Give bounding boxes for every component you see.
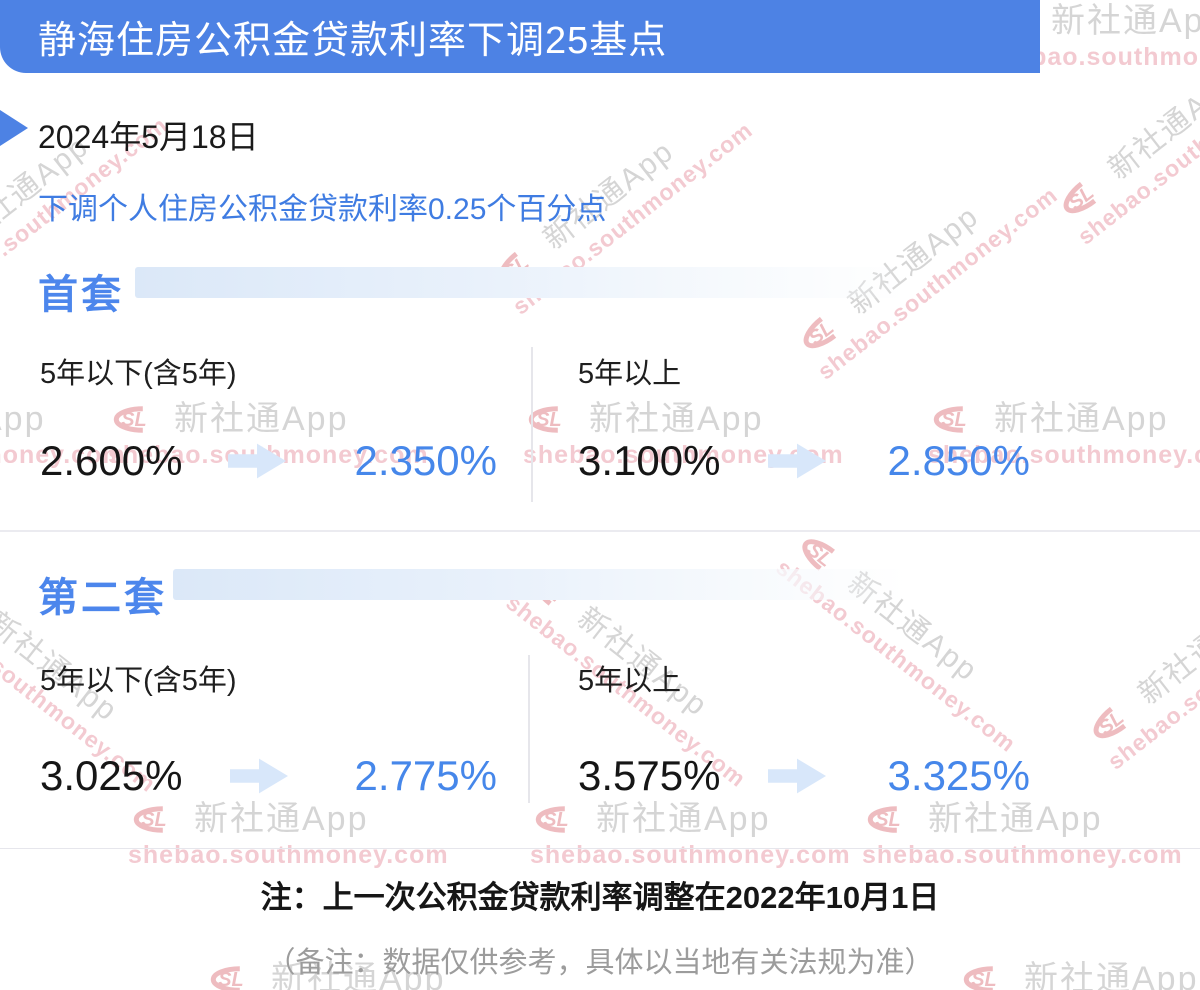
- svg-text:SL: SL: [941, 409, 966, 431]
- watermark-brand-text: 新社通App: [1102, 64, 1200, 187]
- watermark-brand-text: 新社通App: [174, 400, 349, 438]
- svg-text:SL: SL: [875, 809, 900, 831]
- section-title-second-home: 第二套: [38, 576, 167, 620]
- date-bullet-triangle-icon: [0, 110, 28, 146]
- watermark-url-text: shebao.southmoney.com: [530, 840, 851, 869]
- section-title-first-home: 首套: [38, 273, 124, 317]
- shetong-swoosh-logo-icon: SL: [113, 406, 147, 434]
- footer-divider-line: [0, 848, 1200, 849]
- old-rate-value: 2.600%: [40, 437, 183, 484]
- column-divider: [528, 655, 530, 803]
- new-rate-value: 2.350%: [354, 437, 497, 484]
- rate-change-subtitle: 下调个人住房公积金贷款利率0.25个百分点: [38, 193, 607, 226]
- page-title: 静海住房公积金贷款利率下调25基点: [38, 20, 668, 62]
- watermark-group: SL 新社通App shebao.southmoney.com: [771, 527, 1043, 758]
- svg-text:SL: SL: [1095, 707, 1129, 740]
- term-label: 5年以下(含5年): [40, 358, 237, 390]
- term-label: 5年以上: [578, 358, 682, 390]
- shetong-swoosh-logo-icon: SL: [933, 406, 967, 434]
- section-gradient-bar: [135, 267, 907, 298]
- watermark-brand-text: 新社通App: [596, 800, 771, 838]
- new-rate-value: 2.775%: [354, 752, 497, 799]
- shetong-swoosh-logo-icon: SL: [867, 806, 901, 834]
- svg-text:SL: SL: [1065, 182, 1099, 215]
- watermark-url-text: shebao.southmoney.com: [1072, 46, 1200, 250]
- watermark-url-text: shebao.southmoney.com: [1102, 571, 1200, 775]
- watermark-brand-text: 新社通App: [1132, 589, 1200, 712]
- column-divider: [531, 347, 533, 502]
- right-arrow-icon: [228, 443, 286, 479]
- section-divider-line: [0, 530, 1200, 532]
- shetong-swoosh-logo-icon: SL: [535, 806, 569, 834]
- old-rate-value: 3.025%: [40, 752, 183, 799]
- note-previous-adjustment: 注：上一次公积金贷款利率调整在2022年10月1日: [260, 880, 940, 915]
- watermark-brand-text: 新社通App: [842, 199, 986, 322]
- watermark-group: SL 新社通App shebao.southmoney.com: [862, 800, 1183, 870]
- watermark-brand-text: 新社通App: [0, 400, 46, 438]
- svg-text:SL: SL: [543, 809, 568, 831]
- shetong-swoosh-logo-icon: SL: [133, 806, 167, 834]
- watermark-url-text: shebao.southmoney.com: [862, 840, 1183, 869]
- old-rate-value: 3.100%: [578, 437, 721, 484]
- shetong-swoosh-logo-icon: SL: [803, 317, 839, 350]
- old-rate-value: 3.575%: [578, 752, 721, 799]
- watermark-brand-text: 新社通App: [1051, 2, 1200, 40]
- note-disclaimer: （备注：数据仅供参考，具体以当地有关法规为准）: [266, 947, 934, 979]
- svg-text:SL: SL: [121, 409, 146, 431]
- new-rate-value: 3.325%: [887, 752, 1030, 799]
- term-label: 5年以上: [578, 665, 682, 697]
- header-bar: 静海住房公积金贷款利率下调25基点: [0, 0, 1040, 73]
- watermark-url-text: shebao.southmoney.com: [128, 840, 449, 869]
- svg-text:SL: SL: [803, 539, 837, 572]
- watermark-brand-text: 新社通App: [589, 400, 764, 438]
- new-rate-value: 2.850%: [887, 437, 1030, 484]
- shetong-swoosh-logo-icon: SL: [1093, 707, 1129, 740]
- right-arrow-icon: [768, 758, 826, 794]
- shetong-swoosh-logo-icon: SL: [1063, 182, 1099, 215]
- svg-text:SL: SL: [536, 409, 561, 431]
- watermark-brand-text: 新社通App: [928, 800, 1103, 838]
- watermark-group: SL 新社通App shebao.southmoney.com: [1081, 544, 1200, 775]
- section-gradient-bar: [173, 569, 907, 600]
- watermark-brand-text: 新社通App: [994, 400, 1169, 438]
- term-label: 5年以下(含5年): [40, 665, 237, 697]
- watermark-group: SL 新社通App shebao.southmoney.com: [530, 800, 851, 870]
- svg-text:SL: SL: [805, 317, 839, 350]
- right-arrow-icon: [230, 758, 288, 794]
- watermark-group: SL 新社通App shebao.southmoney.com: [1051, 19, 1200, 250]
- watermark-group: SL 新社通App shebao.southmoney.com: [128, 800, 449, 870]
- svg-text:SL: SL: [141, 809, 166, 831]
- watermark-brand-text: 新社通App: [194, 800, 369, 838]
- date-text: 2024年5月18日: [38, 119, 259, 155]
- right-arrow-icon: [768, 443, 826, 479]
